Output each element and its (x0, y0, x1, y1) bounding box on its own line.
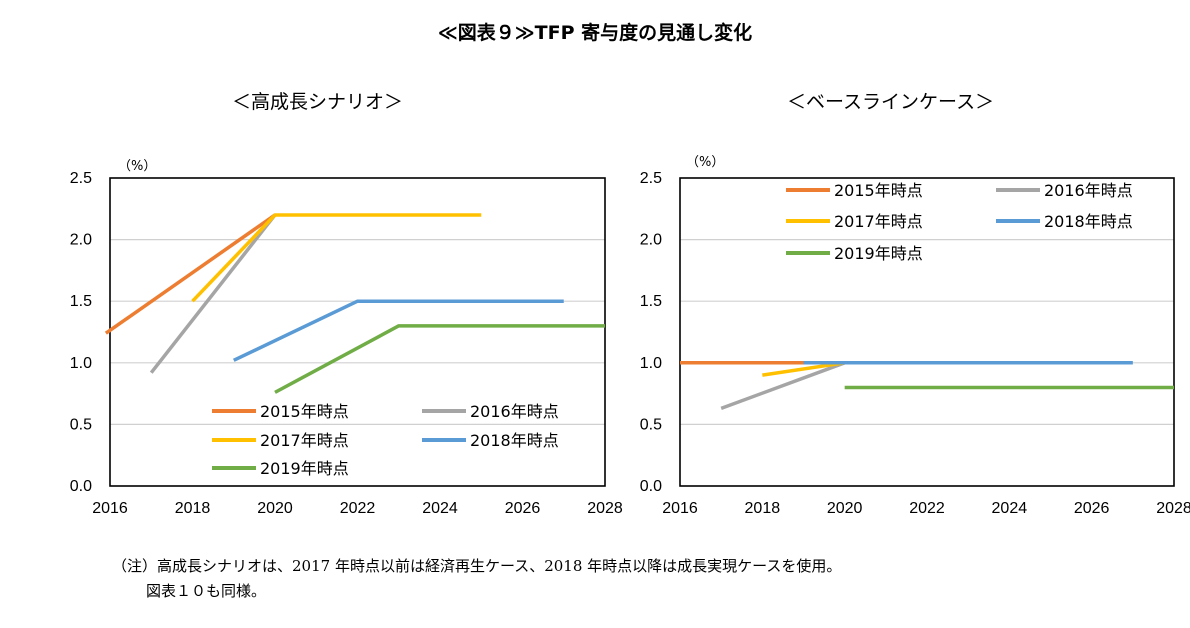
x-tick-label: 2022 (340, 500, 376, 517)
y-tick-label: 2.5 (640, 170, 662, 187)
legend-label: 2019年時点 (260, 459, 349, 478)
x-tick-label: 2020 (827, 500, 863, 517)
series-line (149, 213, 277, 374)
series-line (191, 213, 482, 303)
y-tick-label: 1.0 (70, 355, 92, 372)
series-line (762, 361, 845, 377)
y-tick-label: 1.0 (640, 355, 662, 372)
x-tick-label: 2016 (92, 500, 128, 517)
y-unit-label: （%） (118, 159, 156, 174)
y-tick-label: 2.0 (70, 232, 92, 249)
legend-label: 2017年時点 (260, 431, 349, 450)
y-tick-label: 0.5 (70, 416, 92, 433)
legend-label: 2017年時点 (834, 212, 923, 231)
x-tick-label: 2016 (662, 500, 698, 517)
y-tick-label: 0.0 (640, 478, 662, 495)
legend-label: 2019年時点 (834, 244, 923, 263)
x-tick-label: 2024 (992, 500, 1028, 517)
legend-label: 2015年時点 (834, 181, 923, 200)
chart-title-high-growth: ＜高成長シナリオ＞ (232, 91, 404, 113)
x-tick-label: 2026 (1074, 500, 1110, 517)
legend-label: 2016年時点 (470, 402, 559, 421)
x-tick-label: 2018 (745, 500, 781, 517)
legend-label: 2018年時点 (470, 431, 559, 450)
legend-label: 2015年時点 (260, 402, 349, 421)
y-tick-label: 0.0 (70, 478, 92, 495)
series-line (274, 324, 605, 394)
y-tick-label: 1.5 (640, 293, 662, 310)
note-line-2: 図表１０も同様。 (146, 582, 267, 600)
plot-area (679, 177, 1175, 487)
chart-title-baseline: ＜ベースラインケース＞ (787, 91, 995, 113)
x-tick-label: 2018 (175, 500, 211, 517)
x-tick-label: 2028 (587, 500, 623, 517)
figure-title: ≪図表９≫TFP 寄与度の見通し変化 (437, 22, 753, 44)
y-tick-label: 2.0 (640, 232, 662, 249)
x-tick-label: 2028 (1156, 500, 1190, 517)
x-tick-label: 2026 (505, 500, 541, 517)
note-line-1: （注）高成長シナリオは、2017 年時点以前は経済再生ケース、2018 年時点以… (112, 557, 842, 575)
x-tick-label: 2022 (909, 500, 945, 517)
x-tick-label: 2024 (422, 500, 458, 517)
legend-label: 2016年時点 (1044, 181, 1133, 200)
x-tick-label: 2020 (257, 500, 293, 517)
legend-label: 2018年時点 (1044, 212, 1133, 231)
y-tick-label: 0.5 (640, 416, 662, 433)
y-unit-label: （%） (686, 155, 724, 170)
y-tick-label: 2.5 (70, 170, 92, 187)
series-line (104, 213, 277, 335)
series-line (720, 361, 846, 411)
series-line (232, 299, 564, 362)
y-tick-label: 1.5 (70, 293, 92, 310)
